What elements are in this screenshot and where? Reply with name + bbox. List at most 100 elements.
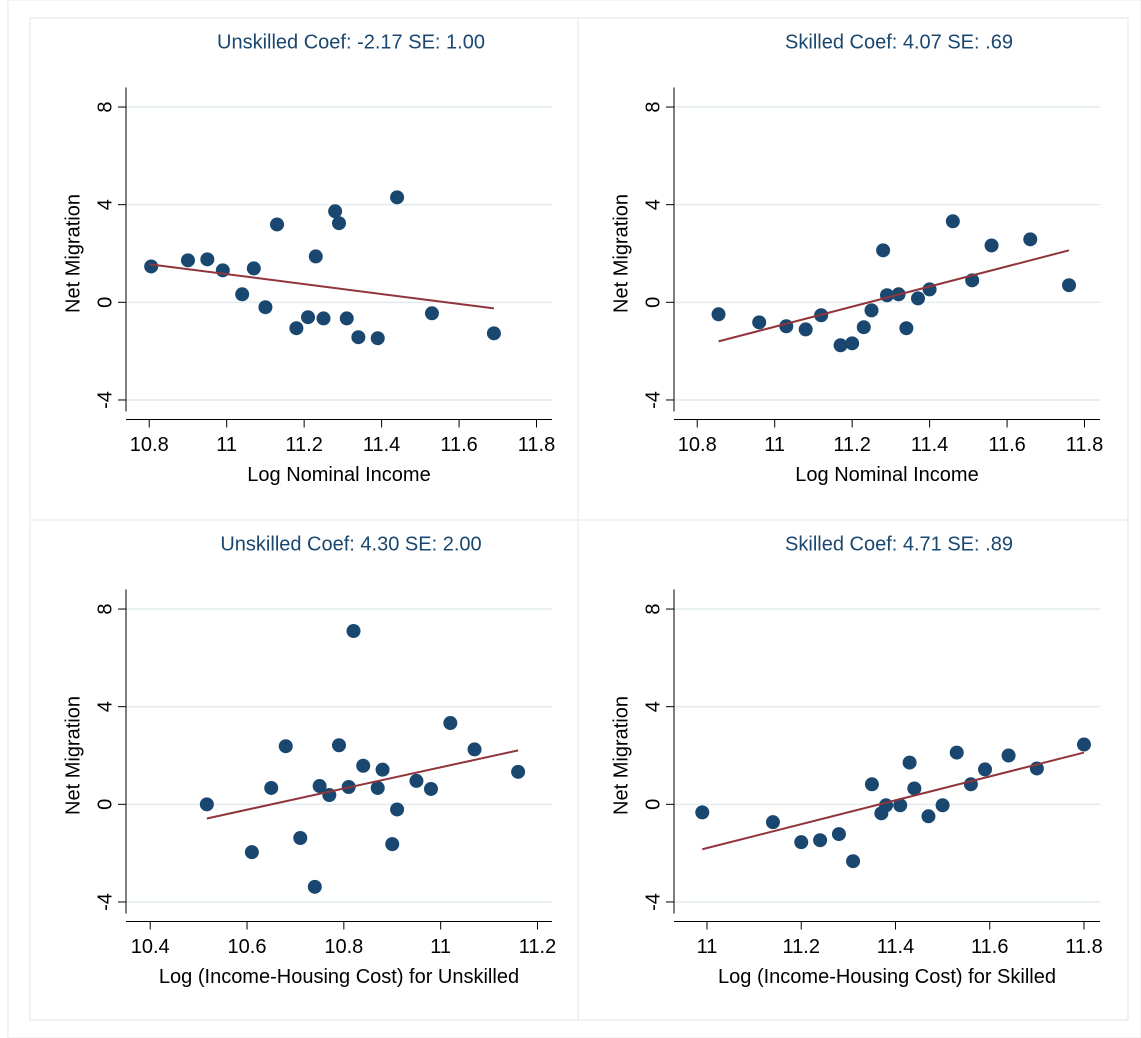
scatter-point xyxy=(278,739,293,754)
scatter-point xyxy=(907,781,922,796)
scatter-point xyxy=(332,216,346,231)
x-tick-label: 11.6 xyxy=(440,434,477,456)
y-tick-label: 8 xyxy=(94,603,116,614)
scatter-point xyxy=(332,738,346,753)
y-axis-label: Net Migration xyxy=(610,194,632,313)
scatter-point xyxy=(486,326,501,341)
scatter-point xyxy=(180,253,195,268)
x-tick-label: 11.6 xyxy=(971,936,1008,958)
scatter-point xyxy=(845,336,860,351)
scatter-point xyxy=(893,798,908,813)
scatter-point xyxy=(711,307,726,322)
fit-line xyxy=(206,749,519,820)
scatter-point xyxy=(945,214,960,229)
x-axis-label: Log Nominal Income xyxy=(795,464,978,486)
x-tick-label: 11.2 xyxy=(833,434,870,456)
x-tick-label: 11.8 xyxy=(518,434,555,456)
scatter-point xyxy=(443,716,458,731)
scatter-point xyxy=(346,624,361,638)
x-tick-label: 11.8 xyxy=(1065,936,1102,958)
scatter-point xyxy=(390,802,405,817)
scatter-point xyxy=(301,310,316,325)
scatter-point xyxy=(899,321,914,336)
scatter-point xyxy=(935,798,950,813)
outer-frame xyxy=(29,17,1129,1021)
scatter-point xyxy=(293,831,308,846)
scatter-point xyxy=(978,762,993,777)
y-tick-label: 4 xyxy=(94,199,116,210)
y-tick-label: 8 xyxy=(642,603,664,614)
y-axis-label: Net Migration xyxy=(62,696,84,815)
x-tick-label: 11.4 xyxy=(363,434,400,456)
y-tick-label: -4 xyxy=(642,893,664,911)
chart-title: Unskilled Coef: 4.30 SE: 2.00 xyxy=(220,533,481,555)
x-tick-label: 11 xyxy=(697,936,718,958)
scatter-point xyxy=(1076,737,1091,752)
scatter-point xyxy=(695,805,710,820)
x-tick-label: 11.4 xyxy=(911,434,948,456)
scatter-point xyxy=(351,330,366,345)
scatter-point xyxy=(846,854,861,869)
x-tick-label: 10.8 xyxy=(324,936,363,958)
y-tick-label: 0 xyxy=(94,799,116,810)
scatter-point xyxy=(199,797,214,812)
scatter-point xyxy=(1062,278,1077,293)
scatter-point xyxy=(339,311,354,326)
scatter-point xyxy=(246,261,261,276)
scatter-point xyxy=(879,798,894,813)
scatter-point xyxy=(328,204,343,219)
scatter-point xyxy=(144,259,159,274)
x-tick-label: 11.8 xyxy=(1066,434,1103,456)
x-axis-label: Log (Income-Housing Cost) for Skilled xyxy=(718,966,1056,988)
y-tick-label: 4 xyxy=(642,701,664,712)
scatter-point xyxy=(864,303,879,318)
scatter-point xyxy=(356,758,371,773)
scatter-point xyxy=(375,762,390,777)
fit-line xyxy=(702,751,1085,851)
scatter-point xyxy=(390,190,405,205)
scatter-point xyxy=(752,315,767,330)
scatter-point xyxy=(312,779,327,794)
y-tick-label: 0 xyxy=(642,799,664,810)
scatter-point xyxy=(467,742,482,757)
x-tick-label: 10.6 xyxy=(228,936,267,958)
y-axis-label: Net Migration xyxy=(610,696,632,815)
y-tick-label: -4 xyxy=(94,391,116,409)
x-tick-label: 10.8 xyxy=(130,434,169,456)
y-tick-label: 8 xyxy=(642,101,664,112)
fit-line xyxy=(149,263,495,310)
scatter-point xyxy=(833,338,848,353)
scatter-point xyxy=(370,331,385,346)
scatter-point xyxy=(289,321,304,336)
panel: Unskilled Coef: 4.30 SE: 2.00 -4 0 4 8 10.4 10… xyxy=(62,533,556,988)
scatter-point xyxy=(423,781,438,796)
scatter-point xyxy=(244,845,259,860)
x-tick-label: 11.2 xyxy=(519,936,556,958)
x-tick-label: 11.4 xyxy=(877,936,914,958)
y-tick-label: -4 xyxy=(94,893,116,911)
x-tick-label: 11.2 xyxy=(783,936,820,958)
y-tick-label: 0 xyxy=(642,297,664,308)
scatter-point xyxy=(902,755,917,770)
x-tick-label: 11.6 xyxy=(988,434,1025,456)
scatter-point xyxy=(813,833,828,848)
scatter-point xyxy=(270,217,285,232)
x-axis-label: Log (Income-Housing Cost) for Unskilled xyxy=(159,966,519,988)
panel: Unskilled Coef: -2.17 SE: 1.00 -4 0 4 8 10.8 1… xyxy=(62,31,555,486)
y-tick-label: 4 xyxy=(642,199,664,210)
scatter-point xyxy=(856,320,871,335)
scatter-point xyxy=(779,319,794,334)
scatter-point xyxy=(921,809,936,824)
scatter-point xyxy=(511,764,526,779)
scatter-point xyxy=(258,300,273,315)
y-tick-label: 4 xyxy=(94,701,116,712)
x-tick-label: 11.2 xyxy=(285,434,322,456)
scatter-point xyxy=(308,249,323,264)
scatter-point xyxy=(794,835,809,850)
chart-title: Skilled Coef: 4.71 SE: .89 xyxy=(785,533,1013,555)
y-tick-label: 0 xyxy=(94,297,116,308)
scatter-point xyxy=(235,287,250,302)
fit-line xyxy=(718,249,1070,343)
x-axis-label: Log Nominal Income xyxy=(247,464,430,486)
